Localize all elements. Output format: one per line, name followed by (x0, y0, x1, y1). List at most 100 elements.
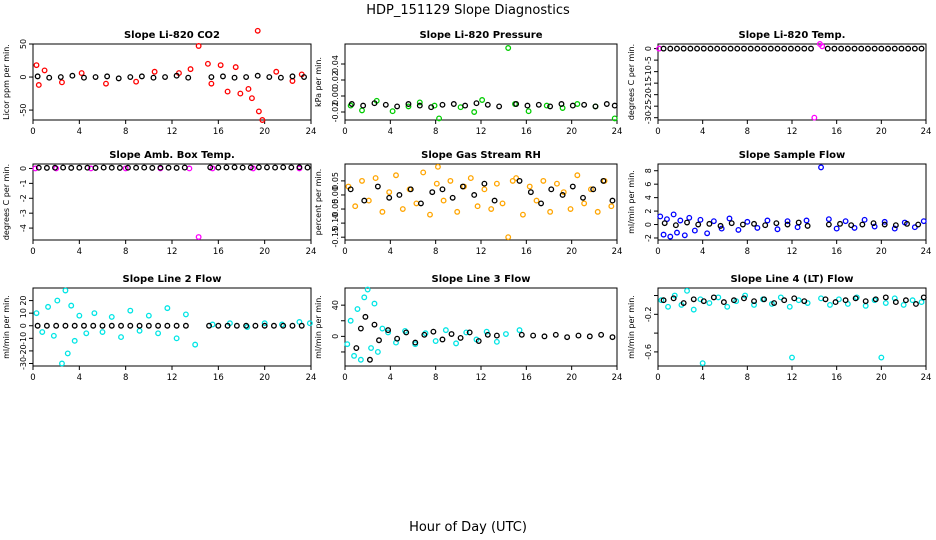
y-axis-label: degrees C per min. (2, 164, 11, 240)
data-point (700, 45, 707, 52)
data-point (215, 322, 222, 329)
figure-title: HDP_151129 Slope Diagnostics (366, 3, 570, 18)
data-point (52, 164, 58, 171)
x-tick-label: 24 (612, 247, 623, 257)
data-point (133, 78, 140, 85)
data-point (581, 101, 588, 108)
data-point (405, 103, 412, 110)
y-tick-label: 0.04 (331, 55, 340, 73)
y-tick-label: 0 (19, 323, 28, 328)
series-slope (660, 45, 925, 52)
series-raw (347, 45, 618, 122)
data-point (396, 192, 403, 198)
x-tick-label: 4 (700, 127, 705, 137)
data-point (771, 300, 778, 306)
data-point (280, 322, 287, 329)
data-point (672, 222, 679, 229)
panel-4: Slope Amb. Box Temp. degrees C per min. 0 4… (2, 150, 316, 257)
data-point (690, 296, 697, 303)
data-point (608, 203, 615, 210)
data-point (481, 180, 488, 187)
data-point (457, 334, 464, 341)
series-slope (348, 100, 618, 111)
y-tick-label: -4 (19, 224, 28, 232)
x-tick-label: 16 (831, 373, 842, 383)
data-point (804, 222, 811, 229)
data-point (872, 296, 879, 303)
series-raw (658, 287, 925, 367)
data-point (918, 299, 925, 306)
x-tick-label: 4 (388, 373, 393, 383)
data-point (399, 206, 406, 212)
panel-title: Slope Sample Flow (739, 150, 846, 161)
data-point (252, 322, 259, 329)
data-point (428, 104, 435, 111)
data-point (261, 320, 268, 327)
data-point (603, 101, 610, 107)
data-point (741, 295, 747, 302)
data-point (81, 322, 87, 329)
data-point (217, 62, 224, 69)
plot-frame (657, 43, 927, 121)
x-tick-label: 12 (787, 247, 798, 257)
data-point (344, 341, 351, 348)
data-point (882, 294, 889, 301)
data-point (781, 297, 788, 304)
data-point (819, 43, 826, 50)
data-point (181, 164, 188, 171)
data-point (155, 330, 162, 337)
x-tick-label: 4 (77, 127, 82, 137)
data-point (518, 331, 525, 338)
data-point (127, 74, 134, 80)
data-point (43, 164, 50, 171)
data-point (717, 222, 724, 229)
x-tick-label: 24 (306, 247, 317, 257)
data-point (207, 164, 214, 171)
data-point (76, 164, 83, 171)
data-point (248, 95, 255, 102)
data-point (206, 322, 213, 329)
y-axis-label: ml/min per min. (314, 295, 323, 359)
data-point (479, 97, 486, 103)
data-point (92, 164, 99, 171)
data-point (541, 333, 548, 340)
data-point (385, 327, 392, 334)
y-tick-label: -15 (644, 77, 653, 90)
data-point (50, 332, 57, 339)
data-point (361, 197, 368, 204)
panel-title: Slope Gas Stream RH (421, 150, 541, 161)
y-tick-label: 0 (331, 334, 340, 339)
data-point (83, 330, 90, 337)
data-point (870, 220, 877, 227)
panel-7: Slope Line 2 Flow ml/min per min. 0 4 8 12 16 2… (2, 274, 316, 383)
data-point (694, 45, 701, 52)
data-point (68, 164, 75, 171)
data-point (386, 189, 393, 196)
series-raw (345, 163, 615, 241)
data-point (473, 100, 480, 107)
x-tick-label: 16 (521, 247, 532, 257)
data-point (680, 45, 687, 52)
data-point (587, 186, 594, 193)
data-point (677, 217, 684, 224)
data-point (145, 312, 152, 319)
data-point (173, 322, 180, 329)
data-point (45, 303, 52, 310)
data-point (881, 218, 888, 225)
data-point (661, 220, 668, 227)
data-point (665, 303, 671, 310)
data-point (569, 183, 576, 190)
data-point (710, 294, 717, 301)
data-point (270, 322, 277, 329)
x-tick-label: 20 (259, 247, 270, 257)
x-tick-label: 24 (921, 247, 932, 257)
data-point (185, 74, 192, 81)
data-point (499, 200, 506, 207)
data-point (735, 226, 742, 233)
y-tick-label: 2 (644, 209, 653, 214)
data-point (574, 172, 581, 179)
data-point (231, 164, 238, 171)
data-point (371, 300, 378, 307)
y-tick-label: -0.6 (644, 344, 653, 360)
data-point (751, 301, 757, 308)
